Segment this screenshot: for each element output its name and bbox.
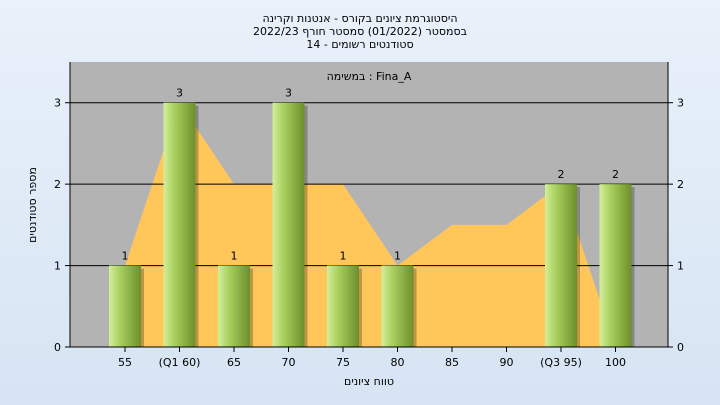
x-tick-label: 100 [605, 356, 626, 369]
x-tick-label: 75 [336, 356, 350, 369]
chart-title-line: סטודנטים רשומים - 14 [306, 38, 413, 51]
chart-title-line: בסמסטר (01/2022) סמסטר חורף 2022/23 [253, 25, 467, 38]
x-axis-label: טווח ציונים [344, 375, 394, 388]
x-tick-label: 90 [500, 356, 514, 369]
y-tick-label-left: 3 [54, 97, 61, 110]
y-tick-label-right: 3 [677, 97, 684, 110]
bar [545, 184, 577, 347]
x-tick-label: (Q3 95) [540, 356, 582, 369]
y-tick-label-right: 1 [677, 260, 684, 273]
chart-subtitle: במשימה : Fina_A [327, 70, 412, 83]
y-tick-label-left: 2 [54, 178, 61, 191]
bar [109, 265, 141, 347]
x-tick-label: 65 [227, 356, 241, 369]
chart-title: היסטוגרמת ציונים בקורס - אנטנות וקרינהבס… [253, 12, 467, 51]
data-label: 3 [285, 87, 292, 100]
data-label: 1 [394, 250, 401, 263]
data-label-layer: 1 3 1 3 1 1 2 2 [122, 87, 620, 263]
bar [599, 184, 632, 347]
y-axis-label: מספר סטודנטים [26, 167, 39, 243]
bar-layer [109, 102, 635, 347]
chart-title-line: היסטוגרמת ציונים בקורס - אנטנות וקרינה [262, 12, 457, 25]
bar [327, 265, 359, 347]
data-label: 2 [558, 168, 565, 181]
bar [163, 102, 196, 347]
x-tick-label: 85 [445, 356, 459, 369]
x-tick-label: 70 [282, 356, 296, 369]
x-tick-label: 55 [118, 356, 132, 369]
bar [218, 265, 250, 347]
bar [381, 265, 414, 347]
data-label: 1 [340, 250, 347, 263]
y-tick-label-left: 1 [54, 260, 61, 273]
data-label: 3 [176, 87, 183, 100]
x-tick-label: (Q1 60) [159, 356, 201, 369]
data-label: 2 [612, 168, 619, 181]
bar [272, 102, 305, 347]
y-tick-label-right: 2 [677, 178, 684, 191]
data-label: 1 [231, 250, 238, 263]
y-tick-label-right: 0 [677, 341, 684, 354]
axis-layer: 0 0 1 1 2 2 3 3 55 (Q1 60) 65 70 75 80 85 90 (Q3 95) 100 [54, 62, 684, 369]
y-tick-label-left: 0 [54, 341, 61, 354]
data-label: 1 [122, 250, 129, 263]
x-tick-label: 80 [391, 356, 405, 369]
